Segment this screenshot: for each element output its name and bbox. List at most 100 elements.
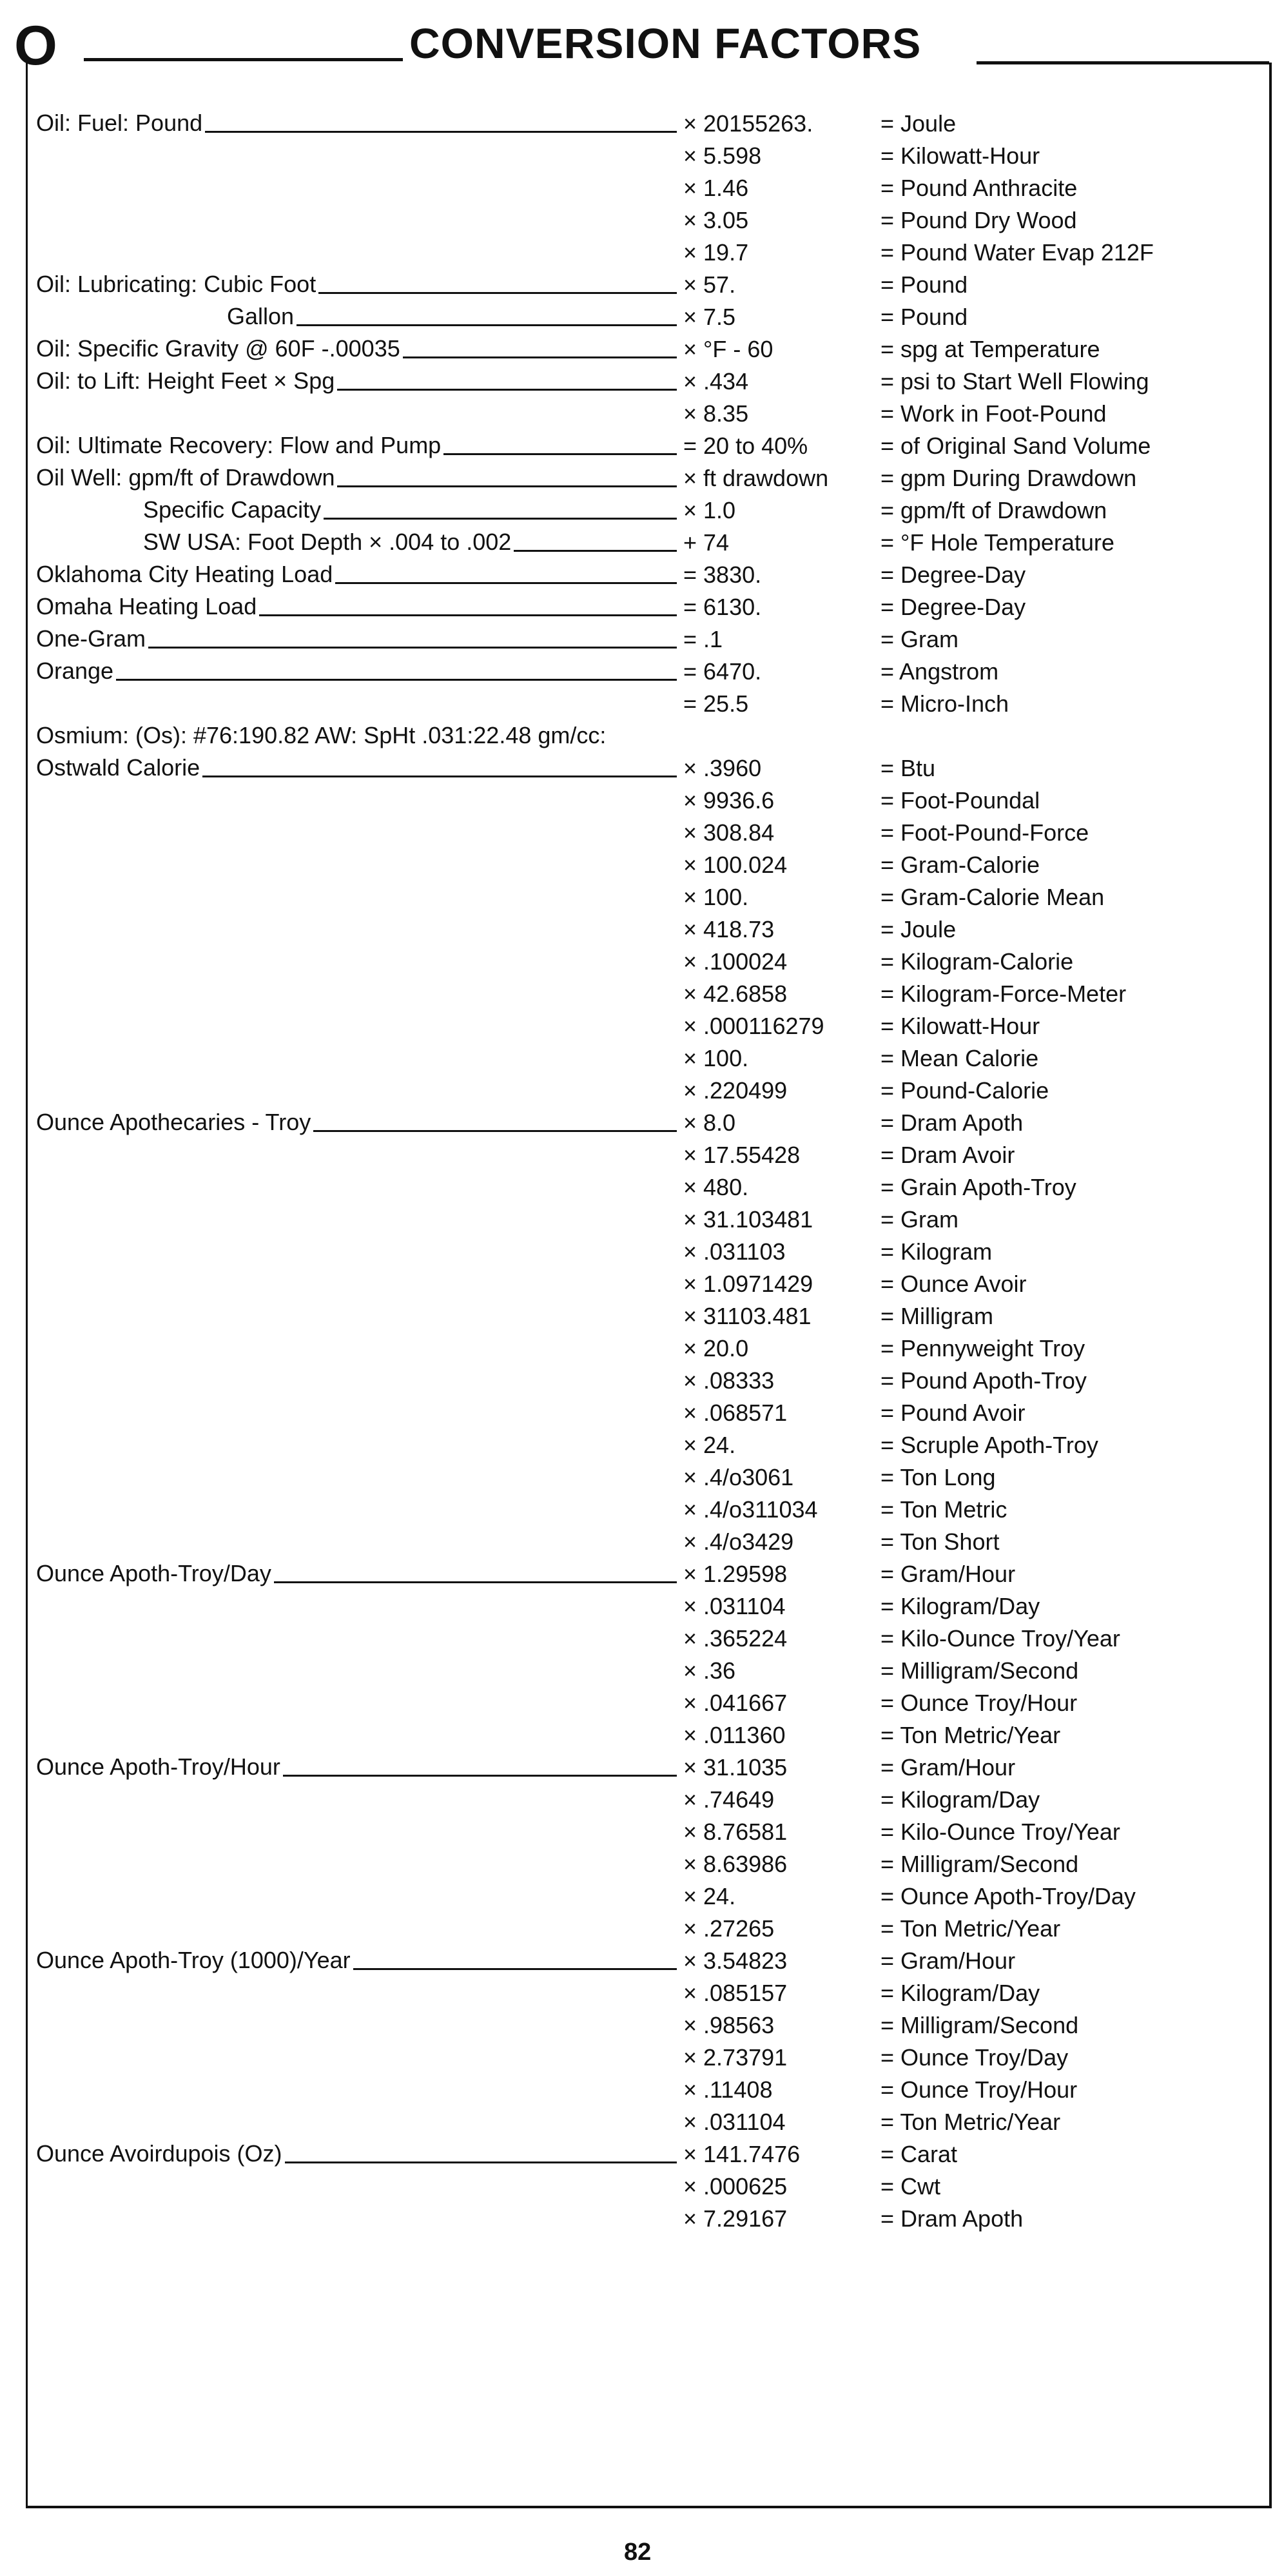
table-row: × .98563 = Milligram/Second <box>36 2009 1261 2042</box>
row-factor: + 74 <box>683 529 730 556</box>
row-result-unit: = Pound <box>880 304 968 330</box>
row-result-unit: = spg at Temperature <box>880 336 1100 362</box>
table-row: × .000116279 = Kilowatt-Hour <box>36 1010 1261 1042</box>
leader-line <box>284 2161 677 2163</box>
table-row: × 8.76581 = Kilo-Ounce Troy/Year <box>36 1816 1261 1848</box>
row-result-unit: = Pound-Calorie <box>880 1077 1049 1104</box>
row-result-unit: = Kilogram <box>880 1238 993 1265</box>
row-factor: × .011360 <box>683 1722 786 1748</box>
row-factor: × 100.024 <box>683 852 788 878</box>
table-row: × 3.05 = Pound Dry Wood <box>36 204 1261 237</box>
row-factor: × 8.76581 <box>683 1819 788 1845</box>
table-row: Gallon × 7.5 = Pound <box>36 301 1261 333</box>
row-label: Oil: Lubricating: Cubic Foot <box>36 271 316 297</box>
row-result-unit: = Kilogram-Force-Meter <box>880 981 1127 1007</box>
leader-line <box>318 292 677 294</box>
row-factor: × 100. <box>683 884 749 910</box>
row-label-cell: Oil: Ultimate Recovery: Flow and Pump <box>36 432 681 459</box>
leader-line <box>337 485 677 487</box>
row-result-unit: = Pound Dry Wood <box>880 207 1077 233</box>
table-row: × .220499 = Pound-Calorie <box>36 1075 1261 1107</box>
row-label-cell: Ounce Apoth-Troy (1000)/Year <box>36 1947 681 1974</box>
row-result-unit: = Pound Anthracite <box>880 175 1078 201</box>
table-row: × 7.29167 = Dram Apoth <box>36 2203 1261 2235</box>
row-result-unit: = Kilogram/Day <box>880 1593 1040 1619</box>
row-label-cell: Gallon <box>227 303 681 330</box>
row-factor: × 1.29598 <box>683 1561 788 1587</box>
table-row: Ounce Apothecaries - Troy × 8.0 = Dram Apo… <box>36 1107 1261 1139</box>
row-factor: × .11408 <box>683 2076 773 2103</box>
leader-line <box>148 647 677 649</box>
row-factor: × ft drawdown <box>683 465 829 491</box>
row-label: Oil: Specific Gravity @ 60F -.00035 <box>36 335 400 362</box>
leader-line <box>402 356 677 358</box>
row-result-unit: = Ton Metric/Year <box>880 2109 1061 2135</box>
row-factor: = 6130. <box>683 594 762 620</box>
table-row: Ostwald Calorie × .3960 = Btu <box>36 752 1261 785</box>
row-factor: × .100024 <box>683 948 788 975</box>
row-factor: × 100. <box>683 1045 749 1071</box>
row-result-unit: = Milligram/Second <box>880 2012 1079 2038</box>
row-result-unit: = Cwt <box>880 2173 941 2200</box>
row-label-cell: Specific Capacity <box>143 496 681 523</box>
table-row: × .000625 = Cwt <box>36 2171 1261 2203</box>
row-factor: = 20 to 40% <box>683 433 808 459</box>
row-result-unit: = Gram <box>880 626 959 652</box>
table-row: × .041667 = Ounce Troy/Hour <box>36 1687 1261 1719</box>
row-result-unit: = gpm During Drawdown <box>880 465 1137 491</box>
row-label: Gallon <box>227 303 295 329</box>
row-factor: × °F - 60 <box>683 336 773 362</box>
table-row: Ounce Apoth-Troy/Day × 1.29598 = Gram/Hour <box>36 1558 1261 1590</box>
row-factor: × 7.5 <box>683 304 736 330</box>
table-row: × 8.35 = Work in Foot-Pound <box>36 398 1261 430</box>
row-result-unit: = Degree-Day <box>880 594 1026 620</box>
row-label: Ounce Apothecaries - Troy <box>36 1109 311 1135</box>
leader-line <box>273 1581 677 1583</box>
table-row: × .4/o3429 = Ton Short <box>36 1526 1261 1558</box>
table-row: × 19.7 = Pound Water Evap 212F <box>36 237 1261 269</box>
row-factor: × .031104 <box>683 2109 786 2135</box>
table-row: Oil: Specific Gravity @ 60F -.00035 × °F … <box>36 333 1261 366</box>
row-factor: = .1 <box>683 626 723 652</box>
table-row: Specific Capacity × 1.0 = gpm/ft of Drawdo… <box>36 494 1261 527</box>
table-row: × .4/o3061 = Ton Long <box>36 1461 1261 1494</box>
row-result-unit: = Ton Short <box>880 1528 1000 1555</box>
row-result-unit: = Gram/Hour <box>880 1947 1016 1974</box>
row-label-cell: SW USA: Foot Depth × .004 to .002 <box>143 529 681 556</box>
table-row: × 24. = Scruple Apoth-Troy <box>36 1429 1261 1461</box>
row-result-unit: = of Original Sand Volume <box>880 433 1151 459</box>
leader-line <box>313 1130 677 1132</box>
row-label-cell: Omaha Heating Load <box>36 593 681 620</box>
row-result-unit: = Joule <box>880 916 957 942</box>
title-rule-left <box>84 58 403 61</box>
row-result-unit: = Ounce Troy/Day <box>880 2044 1069 2071</box>
row-factor: × .365224 <box>683 1625 788 1652</box>
row-factor: × .36 <box>683 1657 736 1684</box>
row-factor: × 20155263. <box>683 110 813 137</box>
table-row: × 31103.481 = Milligram <box>36 1300 1261 1332</box>
table-row: Ounce Apoth-Troy (1000)/Year × 3.54823 = G… <box>36 1945 1261 1977</box>
table-row: × 24. = Ounce Apoth-Troy/Day <box>36 1880 1261 1913</box>
table-row: × .4/o311034 = Ton Metric <box>36 1494 1261 1526</box>
table-row: Oil: Ultimate Recovery: Flow and Pump = 2… <box>36 430 1261 462</box>
row-result-unit: = Grain Apoth-Troy <box>880 1174 1076 1200</box>
row-label: Ounce Avoirdupois (Oz) <box>36 2140 282 2167</box>
row-label-cell: Ounce Apoth-Troy/Day <box>36 1560 681 1587</box>
row-label: Oil: to Lift: Height Feet × Spg <box>36 367 335 394</box>
row-factor: × 24. <box>683 1883 736 1909</box>
row-factor: × .000625 <box>683 2173 788 2200</box>
row-result-unit: = Pennyweight Troy <box>880 1335 1085 1361</box>
row-factor: × 2.73791 <box>683 2044 788 2071</box>
row-result-unit: = Gram <box>880 1206 959 1233</box>
table-row: × 1.0971429 = Ounce Avoir <box>36 1268 1261 1300</box>
row-result-unit: = Work in Foot-Pound <box>880 400 1107 427</box>
row-factor: × 24. <box>683 1432 736 1458</box>
row-result-unit: = °F Hole Temperature <box>880 529 1114 556</box>
row-result-unit: = Pound Avoir <box>880 1400 1026 1426</box>
row-factor: × .220499 <box>683 1077 788 1104</box>
row-result-unit: = Angstrom <box>880 658 999 685</box>
row-result-unit: = Ton Metric/Year <box>880 1722 1061 1748</box>
row-factor: = 25.5 <box>683 690 749 717</box>
row-result-unit: = Foot-Poundal <box>880 787 1040 814</box>
row-factor: × 1.0971429 <box>683 1271 813 1297</box>
